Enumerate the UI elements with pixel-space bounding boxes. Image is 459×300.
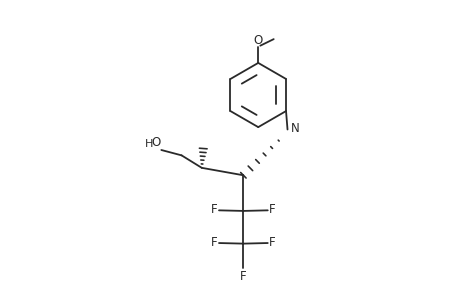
Text: O: O (151, 136, 160, 148)
Text: H: H (145, 139, 153, 148)
Text: F: F (210, 203, 217, 216)
Text: F: F (269, 203, 275, 216)
Text: F: F (269, 236, 275, 249)
Text: O: O (253, 34, 262, 47)
Text: N: N (291, 122, 299, 135)
Text: F: F (210, 236, 217, 249)
Text: F: F (240, 270, 246, 284)
